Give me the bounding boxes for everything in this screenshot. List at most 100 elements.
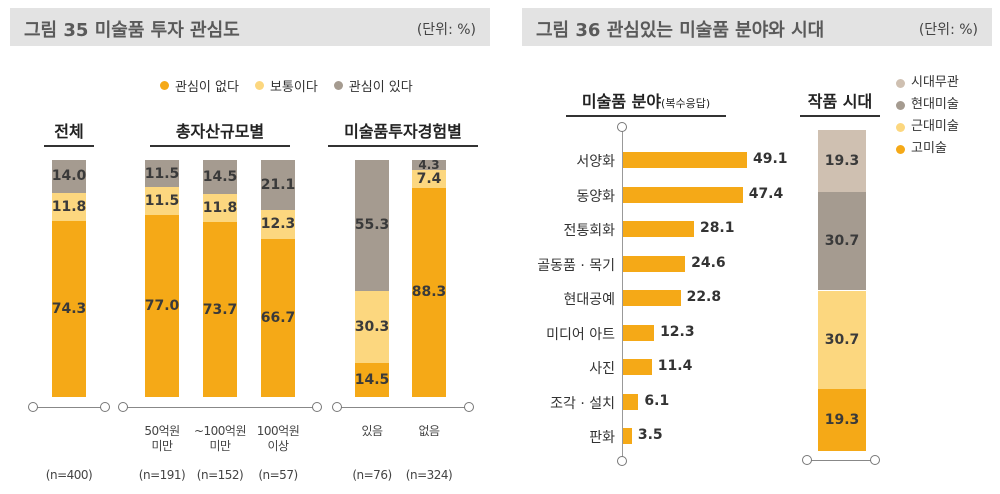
bar-value-label: 14.0: [51, 168, 87, 185]
era-segment-contemporary: 30.7: [818, 191, 866, 291]
field-title-text: 미술품 분야: [581, 92, 662, 111]
fig35-unit: (단위: %): [416, 22, 476, 38]
hbar-value-label: 49.1: [753, 151, 788, 167]
group-title-experience-text: 미술품투자경험별: [344, 122, 462, 141]
hbar-category-label: 사진: [589, 361, 615, 377]
hbar: [623, 186, 743, 203]
hbar-value-label: 47.4: [748, 185, 784, 202]
legend-dot-no-interest: [160, 81, 169, 90]
bar-value-label: 4.3: [418, 158, 440, 173]
legend-item-modern: 근대미술: [896, 116, 959, 138]
group-title-total-text: 전체: [54, 122, 84, 141]
hbar-category-label: 조각 · 설치: [550, 395, 615, 412]
era-axis-dot: [802, 455, 812, 465]
bar-value-label: 88.3: [411, 284, 447, 301]
legend-item-ancient: 고미술: [896, 138, 959, 160]
category-label: 없음: [418, 424, 440, 438]
fig35-axis-dot: [332, 402, 342, 412]
legend-dot-ancient: [896, 144, 905, 154]
bar-segment-no-interest: 66.7: [261, 238, 295, 397]
bar-value-label: 55.3: [354, 217, 390, 234]
bar-value-label: 77.0: [144, 297, 180, 314]
legend-label-contemporary: 현대미술: [911, 97, 959, 112]
bar-segment-no-interest: 74.3: [52, 220, 86, 397]
hbar: [623, 290, 681, 306]
hbar: [623, 255, 686, 272]
category-label: 있음: [361, 424, 383, 438]
fig35-axis-dot: [118, 402, 128, 412]
field-title-suffix: (복수응답): [661, 97, 711, 110]
bar-value-label: 14.5: [202, 169, 238, 186]
bar-segment-no-interest: 14.5: [355, 362, 389, 397]
legend-dot-neutral: [254, 81, 264, 90]
bar-segment-interest: 11.5: [145, 160, 179, 188]
n-label: (n=76): [352, 468, 392, 482]
hbar-category-label: 서양화: [576, 154, 615, 170]
n-label: (n=400): [45, 468, 93, 482]
era-axis: [808, 460, 874, 461]
group-title-total: 전체: [44, 118, 94, 147]
fig35-title: 그림 35 미술품 투자 관심도: [24, 20, 240, 41]
bar-segment-neutral: 11.8: [51, 192, 87, 221]
era-axis-dot: [870, 455, 880, 465]
hbar: [623, 152, 747, 168]
bar-value-label: 11.8: [51, 198, 87, 215]
bar-value-label: 7.4: [416, 170, 442, 187]
hbar: [623, 393, 639, 410]
hbar-category-label: 동양화: [576, 188, 615, 205]
field-axis: [622, 128, 623, 458]
era-title-text: 작품 시대: [807, 92, 873, 111]
era-segment-timeless: 19.3: [818, 130, 866, 192]
legend-dot-timeless: [896, 78, 905, 88]
hbar-category-label: 미디어 아트: [546, 326, 615, 343]
bar-segment-interest: 21.1: [261, 159, 295, 210]
bar-segment-neutral: 11.8: [203, 194, 237, 223]
bar-segment-interest: 14.0: [51, 159, 87, 193]
legend-label-ancient: 고미술: [911, 141, 947, 156]
field-axis-dot: [617, 456, 627, 466]
hbar-value-label: 3.5: [637, 427, 663, 443]
legend-dot-modern: [896, 122, 905, 132]
legend-item-contemporary: 현대미술: [896, 94, 959, 116]
bar-segment-neutral: 30.3: [354, 290, 390, 363]
group-title-assets: 총자산규모별: [150, 118, 290, 147]
bar-value-label: 12.3: [260, 216, 296, 233]
bar-segment-no-interest: 73.7: [203, 222, 237, 397]
n-label: (n=324): [405, 468, 453, 482]
fig35-axis-dot: [312, 402, 322, 412]
fig35-axis-dot: [464, 402, 474, 412]
bar-value-label: 73.7: [202, 301, 238, 318]
hbar: [623, 359, 652, 375]
hbar-value-label: 12.3: [660, 323, 695, 340]
era-value-label: 30.7: [824, 233, 860, 250]
field-axis-dot: [617, 122, 627, 132]
bar-segment-neutral: 11.5: [145, 187, 179, 215]
hbar-value-label: 28.1: [699, 220, 735, 236]
n-label: (n=57): [258, 468, 298, 482]
hbar-value-label: 6.1: [644, 392, 670, 409]
legend-dot-interest: [333, 81, 343, 90]
fig35-axis-assets: [124, 407, 316, 408]
fig36-legend: 시대무관 현대미술 근대미술 고미술: [896, 72, 959, 160]
bar-segment-no-interest: 77.0: [144, 214, 180, 397]
fig35-legend: 관심이 없다 보통이다 관심이 있다: [160, 76, 413, 95]
bar-value-label: 30.3: [354, 318, 390, 335]
hbar-value-label: 11.4: [657, 358, 693, 374]
hbar: [623, 221, 694, 237]
era-segment-ancient: 19.3: [818, 389, 866, 451]
n-label: (n=152): [196, 468, 244, 482]
hbar-category-label: 전통회화: [563, 223, 615, 239]
legend-label-neutral: 보통이다: [269, 80, 318, 95]
era-title: 작품 시대: [800, 88, 880, 117]
category-label: 100억원 이상: [256, 424, 300, 453]
fig36-title-bar: 그림 36 관심있는 미술품 분야와 시대 (단위: %): [522, 8, 992, 46]
n-label: (n=191): [138, 468, 186, 482]
group-title-experience: 미술품투자경험별: [328, 118, 478, 147]
fig35-axis-dot: [28, 402, 38, 412]
category-label: 50억원 미만: [144, 424, 180, 453]
bar-segment-interest: 4.3: [412, 158, 446, 173]
legend-label-interest: 관심이 있다: [348, 80, 413, 95]
fig35-axis-experience: [338, 407, 468, 408]
legend-item-timeless: 시대무관: [896, 72, 959, 94]
era-value-label: 30.7: [824, 331, 860, 348]
